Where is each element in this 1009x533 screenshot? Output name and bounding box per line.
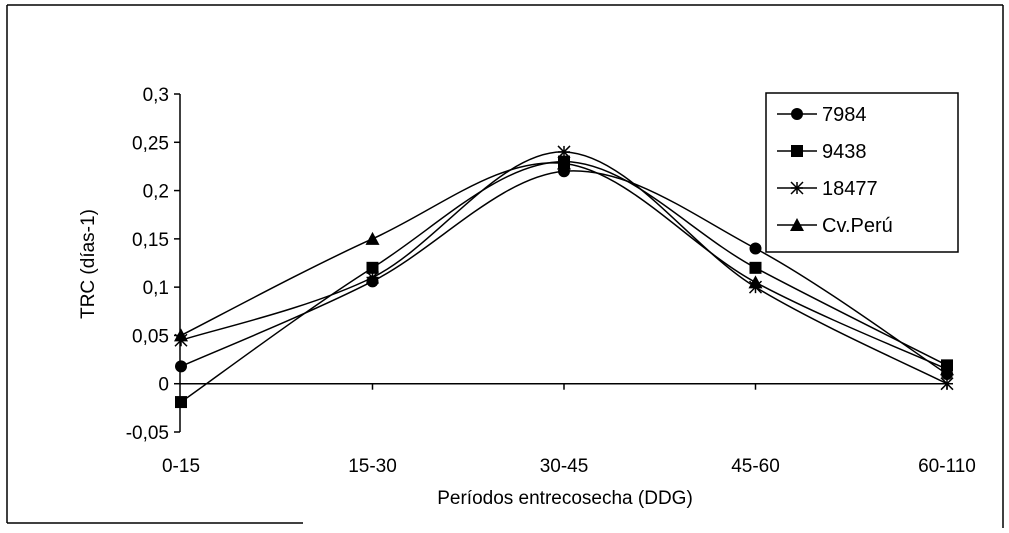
legend-marker-square [791, 145, 803, 157]
data-point-asterisk [940, 377, 954, 391]
triangle-marker-shape [748, 275, 763, 289]
x-tick-label: 60-110 [918, 456, 976, 477]
axes: -0,05 0 0,05 0,1 0,15 0,2 0,25 0,3 0-15 15-30 30-4… [126, 85, 976, 477]
asterisk-stroke [940, 377, 954, 391]
legend: 7984 9438 18477 Cv.Perú [765, 92, 959, 253]
x-axis-title: Períodos entrecosecha (DDG) [437, 488, 693, 509]
y-tick-label: 0,15 [132, 230, 169, 251]
x-tick-label: 45-60 [731, 456, 780, 477]
legend-marker-asterisk [790, 181, 804, 195]
x-tick-label: 30-45 [540, 456, 589, 477]
triangle-marker-shape [174, 328, 188, 342]
triangle-marker-shape [790, 218, 804, 231]
legend-label: Cv.Perú [822, 215, 893, 237]
y-tick-label: 0,2 [143, 182, 169, 203]
x-tick-label: 0-15 [162, 456, 200, 477]
square-marker-shape [366, 261, 379, 274]
asterisk-stroke [557, 145, 571, 159]
data-point-triangle [557, 156, 571, 170]
data-point-circle [175, 360, 187, 373]
legend-marker-circle [791, 108, 803, 120]
y-tick-label: 0,1 [143, 278, 169, 299]
series-layer [174, 145, 954, 409]
y-axis-title: TRC (días-1) [78, 209, 99, 319]
legend-marker-triangle [790, 218, 804, 231]
triangle-marker-shape [940, 362, 954, 376]
data-point-asterisk [557, 145, 571, 159]
data-point-triangle [940, 362, 954, 376]
y-tick-label: 0 [158, 375, 169, 396]
y-tick-label: 0,3 [143, 85, 169, 106]
data-point-square [175, 396, 187, 409]
data-point-square [366, 261, 379, 274]
y-tick-label: -0,05 [126, 423, 169, 444]
triangle-marker-shape [365, 231, 380, 245]
square-marker-shape [791, 145, 803, 157]
asterisk-stroke [365, 270, 380, 285]
data-point-triangle [748, 275, 763, 289]
circle-marker-shape [175, 360, 187, 373]
asterisk-stroke [790, 181, 804, 195]
data-point-circle [749, 242, 762, 255]
triangle-marker-shape [557, 156, 571, 170]
circle-marker-shape [791, 108, 803, 120]
square-marker-shape [175, 396, 187, 409]
data-point-asterisk [365, 270, 380, 285]
data-point-square [749, 261, 762, 274]
y-tick-label: 0,05 [132, 326, 169, 347]
data-point-triangle [174, 328, 188, 342]
legend-label: 7984 [822, 104, 867, 126]
data-point-triangle [365, 231, 380, 245]
y-tick-label: 0,25 [132, 133, 169, 154]
circle-marker-shape [749, 242, 762, 255]
x-tick-label: 15-30 [348, 456, 397, 477]
square-marker-shape [749, 261, 762, 274]
legend-label: 18477 [822, 178, 878, 200]
legend-label: 9438 [822, 141, 867, 163]
